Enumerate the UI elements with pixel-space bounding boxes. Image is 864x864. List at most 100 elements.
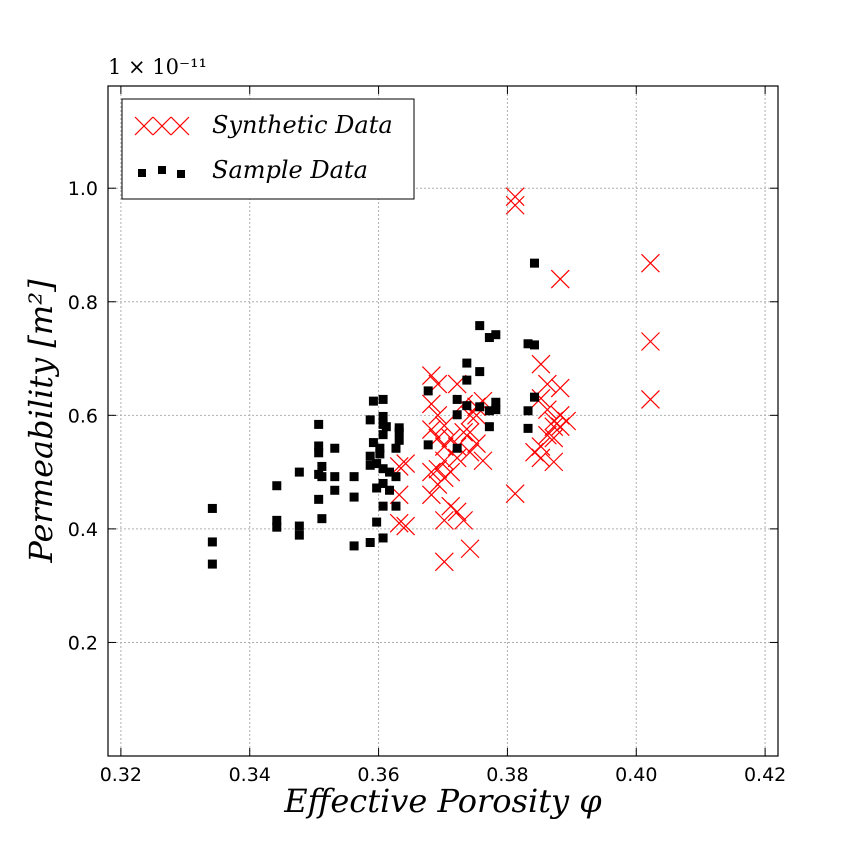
legend-box <box>121 98 415 200</box>
sample-point <box>484 406 494 416</box>
synthetic-point-stroke-b <box>441 428 461 448</box>
legend-sample-marker <box>158 166 166 174</box>
sample-point <box>375 443 385 453</box>
synthetic-point-stroke-b <box>473 451 493 471</box>
synthetic-point-stroke-b <box>531 448 551 468</box>
synthetic-point <box>421 462 441 482</box>
tick-layer: 0.32 0.34 0.36 0.38 0.40 0.42 0.2 0.4 0.6 0.8 1.0 <box>68 86 786 786</box>
sample-point <box>294 530 304 540</box>
sample-series <box>207 258 539 569</box>
synthetic-point <box>421 420 441 439</box>
synthetic-point <box>434 552 454 572</box>
synthetic-point <box>396 516 416 536</box>
y-tick-label: 0.4 <box>68 519 98 541</box>
sample-point <box>365 451 375 461</box>
sample-point <box>317 514 327 524</box>
legend-synthetic-marker <box>152 116 172 136</box>
sample-point <box>365 460 375 470</box>
sample-point <box>475 321 485 331</box>
synthetic-point-stroke-b <box>537 425 557 445</box>
sample-point <box>378 501 388 511</box>
sample-point <box>317 461 327 471</box>
y-offset-label: 1 × 10⁻¹¹ <box>108 55 207 79</box>
sample-point <box>423 386 433 396</box>
y-axis-title: Permeability [m²] <box>22 279 60 564</box>
synthetic-point <box>434 510 454 530</box>
sample-point <box>365 538 375 548</box>
synthetic-point-stroke-b <box>550 269 570 289</box>
synthetic-point-stroke-b <box>428 475 448 495</box>
synthetic-point-stroke-b <box>434 510 454 530</box>
synthetic-point <box>537 374 557 394</box>
sample-point <box>294 467 304 477</box>
synthetic-point <box>550 378 570 398</box>
x-tick-label: 0.32 <box>100 764 142 786</box>
synthetic-point <box>505 484 525 504</box>
sample-point <box>330 485 340 495</box>
legend: Synthetic Data Sample Data <box>121 98 415 200</box>
sample-point <box>314 494 324 504</box>
synthetic-point <box>454 422 474 442</box>
sample-point <box>272 515 282 525</box>
sample-point <box>378 533 388 543</box>
x-tick-label: 0.42 <box>744 764 786 786</box>
sample-point <box>378 430 388 440</box>
synthetic-point <box>434 437 454 456</box>
sample-point <box>294 521 304 531</box>
plot-frame <box>107 85 779 757</box>
synthetic-point-stroke-b <box>531 354 551 374</box>
synthetic-point-stroke-b <box>641 389 660 409</box>
data-layer <box>207 187 660 572</box>
sample-point <box>272 522 282 532</box>
synthetic-point-stroke-b <box>454 510 474 530</box>
sample-point <box>207 537 217 547</box>
synthetic-point <box>537 400 557 420</box>
synthetic-point-stroke-b <box>421 462 441 482</box>
sample-point <box>452 443 462 453</box>
legend-sample-markers <box>138 166 185 178</box>
sample-point <box>423 440 433 450</box>
synthetic-point-stroke-b <box>396 516 416 536</box>
synthetic-point-stroke-b <box>557 411 577 431</box>
synthetic-point-stroke-b <box>460 442 480 462</box>
synthetic-point-stroke-b <box>389 485 409 505</box>
sample-point <box>394 435 404 445</box>
synthetic-point-stroke-b <box>421 394 441 414</box>
sample-point <box>491 405 501 415</box>
synthetic-point <box>454 510 474 530</box>
y-tick-label: 0.8 <box>68 292 98 314</box>
synthetic-point <box>428 475 448 495</box>
synthetic-point <box>641 389 660 409</box>
sample-point <box>372 517 382 527</box>
synthetic-point <box>447 502 467 522</box>
x-tick-label: 0.34 <box>229 764 271 786</box>
sample-point <box>378 394 388 404</box>
sample-point <box>391 443 401 453</box>
synthetic-point <box>550 269 570 289</box>
y-tick-label: 0.6 <box>68 405 98 427</box>
synthetic-point-stroke-b <box>460 422 480 442</box>
sample-point <box>330 472 340 482</box>
synthetic-point <box>421 394 441 414</box>
legend-sample-marker <box>177 170 185 178</box>
sample-point <box>523 423 533 433</box>
synthetic-point <box>544 428 564 448</box>
synthetic-point <box>641 332 660 351</box>
synthetic-point <box>531 448 551 468</box>
synthetic-point-stroke-b <box>467 434 486 454</box>
sample-point <box>523 339 533 349</box>
synthetic-point-stroke-b <box>505 187 525 207</box>
synthetic-point <box>505 195 525 215</box>
sample-point <box>317 472 327 482</box>
synthetic-point-stroke-b <box>460 539 480 559</box>
sample-point <box>349 541 359 551</box>
legend-synthetic-markers <box>134 116 190 136</box>
synthetic-point <box>544 452 564 472</box>
synthetic-point <box>473 451 493 471</box>
synthetic-point <box>434 451 454 471</box>
synthetic-point-stroke-b <box>505 484 525 504</box>
legend-synthetic-marker-stroke-b <box>170 116 190 136</box>
synthetic-point-stroke-b <box>537 400 557 420</box>
synthetic-point <box>460 539 480 559</box>
synthetic-point-stroke-b <box>544 452 564 472</box>
